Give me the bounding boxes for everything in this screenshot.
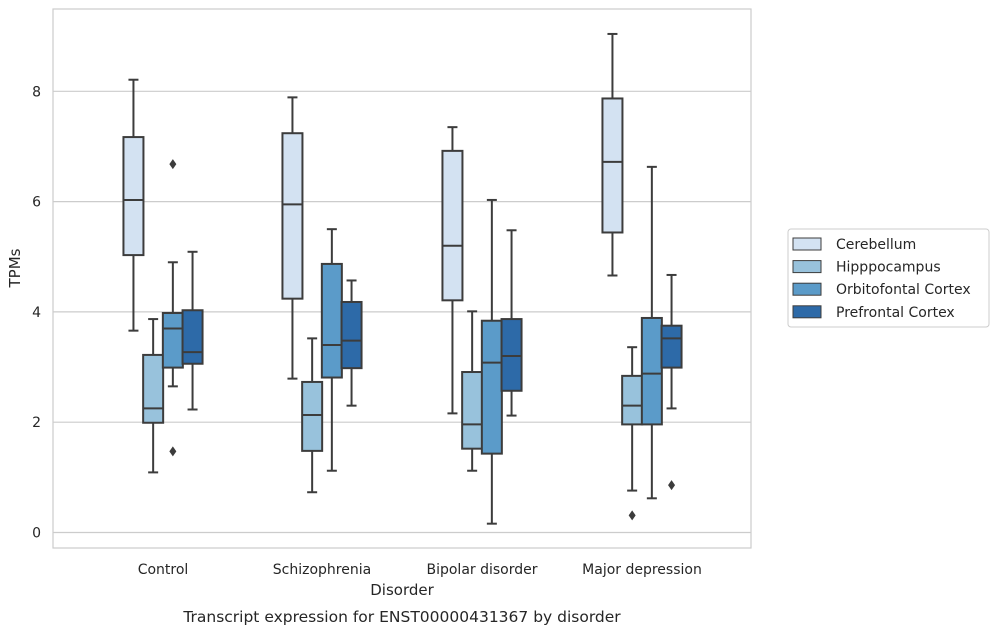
legend-frame bbox=[787, 228, 990, 328]
box-cerebellum bbox=[441, 126, 464, 415]
box-cerebellum bbox=[601, 32, 624, 277]
box-orbitofontal-cortex bbox=[161, 159, 184, 457]
box-cerebellum bbox=[122, 78, 145, 332]
outlier-point bbox=[169, 446, 177, 457]
box-body bbox=[340, 300, 363, 370]
legend-label: Hipppocampus bbox=[836, 260, 941, 276]
box-orbitofontal-cortex bbox=[320, 228, 343, 472]
box-body bbox=[181, 309, 204, 365]
outlier-point bbox=[169, 159, 177, 170]
box-prefrontal-cortex bbox=[660, 273, 683, 491]
box-orbitofontal-cortex bbox=[480, 198, 503, 525]
legend-swatch bbox=[792, 305, 822, 319]
box-body bbox=[161, 312, 184, 369]
y-tick-label: 0 bbox=[32, 526, 41, 542]
box-prefrontal-cortex bbox=[340, 279, 363, 407]
box-hipppocampus bbox=[301, 337, 324, 494]
box-body bbox=[281, 132, 304, 300]
box-body bbox=[500, 318, 523, 392]
y-tick-label: 8 bbox=[32, 84, 41, 100]
legend-swatch bbox=[792, 260, 822, 274]
box-body bbox=[621, 374, 644, 426]
box-body bbox=[461, 371, 484, 450]
legend: Cerebellum Hipppocampus Orbitofontal Corte… bbox=[787, 228, 990, 328]
box-orbitofontal-cortex bbox=[640, 165, 663, 500]
x-axis-label: Disorder bbox=[370, 581, 434, 599]
box-body bbox=[122, 136, 145, 257]
box-cerebellum bbox=[281, 96, 304, 380]
x-tick-label: Bipolar disorder bbox=[426, 562, 537, 578]
legend-label: Cerebellum bbox=[836, 237, 916, 253]
outlier-point bbox=[628, 510, 636, 521]
x-axis-ticks: Control Schizophrenia Bipolar disorder Majo… bbox=[138, 562, 702, 578]
legend-swatch bbox=[792, 237, 822, 251]
box-prefrontal-cortex bbox=[181, 250, 204, 411]
box-body bbox=[601, 97, 624, 234]
box-plot-area bbox=[122, 32, 683, 525]
box-prefrontal-cortex bbox=[500, 229, 523, 417]
y-axis-ticks: 0 2 4 6 8 bbox=[32, 84, 41, 541]
y-tick-label: 2 bbox=[32, 415, 41, 431]
y-tick-label: 4 bbox=[32, 305, 41, 321]
x-tick-label: Major depression bbox=[582, 562, 702, 578]
legend-swatch bbox=[792, 282, 822, 296]
y-tick-label: 6 bbox=[32, 195, 41, 211]
x-tick-label: Schizophrenia bbox=[273, 562, 371, 578]
outlier-point bbox=[668, 480, 676, 491]
box-hipppocampus bbox=[461, 310, 484, 472]
x-tick-label: Control bbox=[138, 562, 189, 578]
legend-label: Orbitofontal Cortex bbox=[836, 282, 971, 298]
box-body bbox=[320, 262, 343, 379]
y-axis-label: TPMs bbox=[6, 248, 24, 288]
box-body bbox=[660, 324, 683, 369]
box-hipppocampus bbox=[142, 318, 165, 474]
chart-caption: Transcript expression for ENST0000043136… bbox=[182, 608, 621, 626]
box-body bbox=[441, 149, 464, 302]
legend-label: Prefrontal Cortex bbox=[836, 305, 955, 321]
box-body bbox=[480, 319, 503, 455]
box-body bbox=[640, 316, 663, 426]
box-body bbox=[301, 380, 324, 452]
box-hipppocampus bbox=[621, 346, 644, 521]
box-body bbox=[142, 353, 165, 424]
plot-frame bbox=[52, 8, 752, 549]
gridlines bbox=[53, 90, 751, 534]
